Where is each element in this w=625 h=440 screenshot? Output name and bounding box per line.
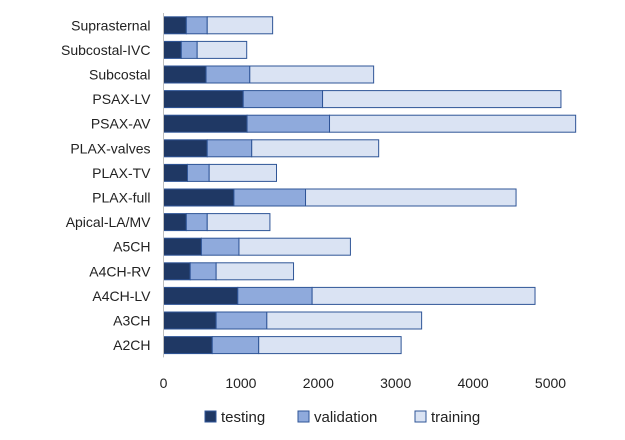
- category-label: PLAX-TV: [92, 165, 151, 181]
- bar-validation: [189, 262, 217, 281]
- category-label: PLAX-valves: [70, 140, 150, 156]
- bar-validation: [246, 114, 331, 133]
- bar-validation: [180, 40, 198, 59]
- bar-training: [258, 336, 402, 355]
- bar-validation: [206, 139, 253, 158]
- bar-validation: [242, 90, 324, 109]
- bar-testing: [163, 114, 248, 133]
- bar-validation: [186, 163, 210, 182]
- bar-validation: [185, 16, 208, 35]
- category-label: A3CH: [113, 313, 150, 329]
- category-label: A5CH: [113, 239, 150, 255]
- bar-testing: [163, 188, 235, 207]
- bar-training: [249, 65, 375, 84]
- bar-validation: [200, 237, 240, 256]
- x-tick-label: 4000: [458, 375, 489, 391]
- category-label: PSAX-LV: [92, 91, 151, 107]
- bar-training: [206, 16, 274, 35]
- x-tick-label: 3000: [380, 375, 411, 391]
- bar-training: [266, 311, 423, 330]
- bar-validation: [211, 336, 260, 355]
- bar-testing: [163, 286, 239, 305]
- category-label: A2CH: [113, 337, 150, 353]
- legend-swatch-validation: [297, 410, 310, 423]
- category-label: A4CH-RV: [89, 263, 151, 279]
- bar-testing: [163, 139, 208, 158]
- bar-testing: [163, 90, 244, 109]
- bar-training: [206, 213, 271, 232]
- legend-label-training: training: [431, 409, 480, 426]
- category-label: Apical-LA/MV: [66, 214, 151, 230]
- category-label: A4CH-LV: [92, 288, 151, 304]
- x-tick-label: 2000: [303, 375, 334, 391]
- category-label: Suprasternal: [71, 17, 150, 33]
- bar-testing: [163, 163, 188, 182]
- bar-validation: [233, 188, 307, 207]
- bar-validation: [185, 213, 208, 232]
- bar-testing: [163, 40, 182, 59]
- bar-training: [215, 262, 295, 281]
- bar-training: [305, 188, 517, 207]
- category-label: Subcostal: [89, 67, 150, 83]
- bar-validation: [215, 311, 268, 330]
- bar-training: [322, 90, 562, 109]
- category-label: PLAX-full: [92, 190, 150, 206]
- bar-training: [329, 114, 577, 133]
- category-label: Subcostal-IVC: [61, 42, 150, 58]
- bar-training: [196, 40, 248, 59]
- x-tick-label: 0: [160, 375, 168, 391]
- bar-testing: [163, 65, 207, 84]
- x-tick-label: 1000: [225, 375, 256, 391]
- bar-training: [238, 237, 351, 256]
- bar-testing: [163, 213, 187, 232]
- bar-testing: [163, 262, 191, 281]
- bar-testing: [163, 311, 217, 330]
- bar-training: [311, 286, 536, 305]
- legend-label-testing: testing: [221, 409, 265, 426]
- x-tick-label: 5000: [535, 375, 566, 391]
- bar-testing: [163, 336, 213, 355]
- bar-validation: [237, 286, 313, 305]
- legend-swatch-testing: [204, 410, 217, 423]
- bar-training: [208, 163, 278, 182]
- legend-swatch-training: [414, 410, 427, 423]
- bar-training: [251, 139, 380, 158]
- legend-label-validation: validation: [314, 409, 377, 426]
- category-label: PSAX-AV: [91, 116, 151, 132]
- bar-testing: [163, 237, 202, 256]
- bar-validation: [205, 65, 251, 84]
- bar-testing: [163, 16, 187, 35]
